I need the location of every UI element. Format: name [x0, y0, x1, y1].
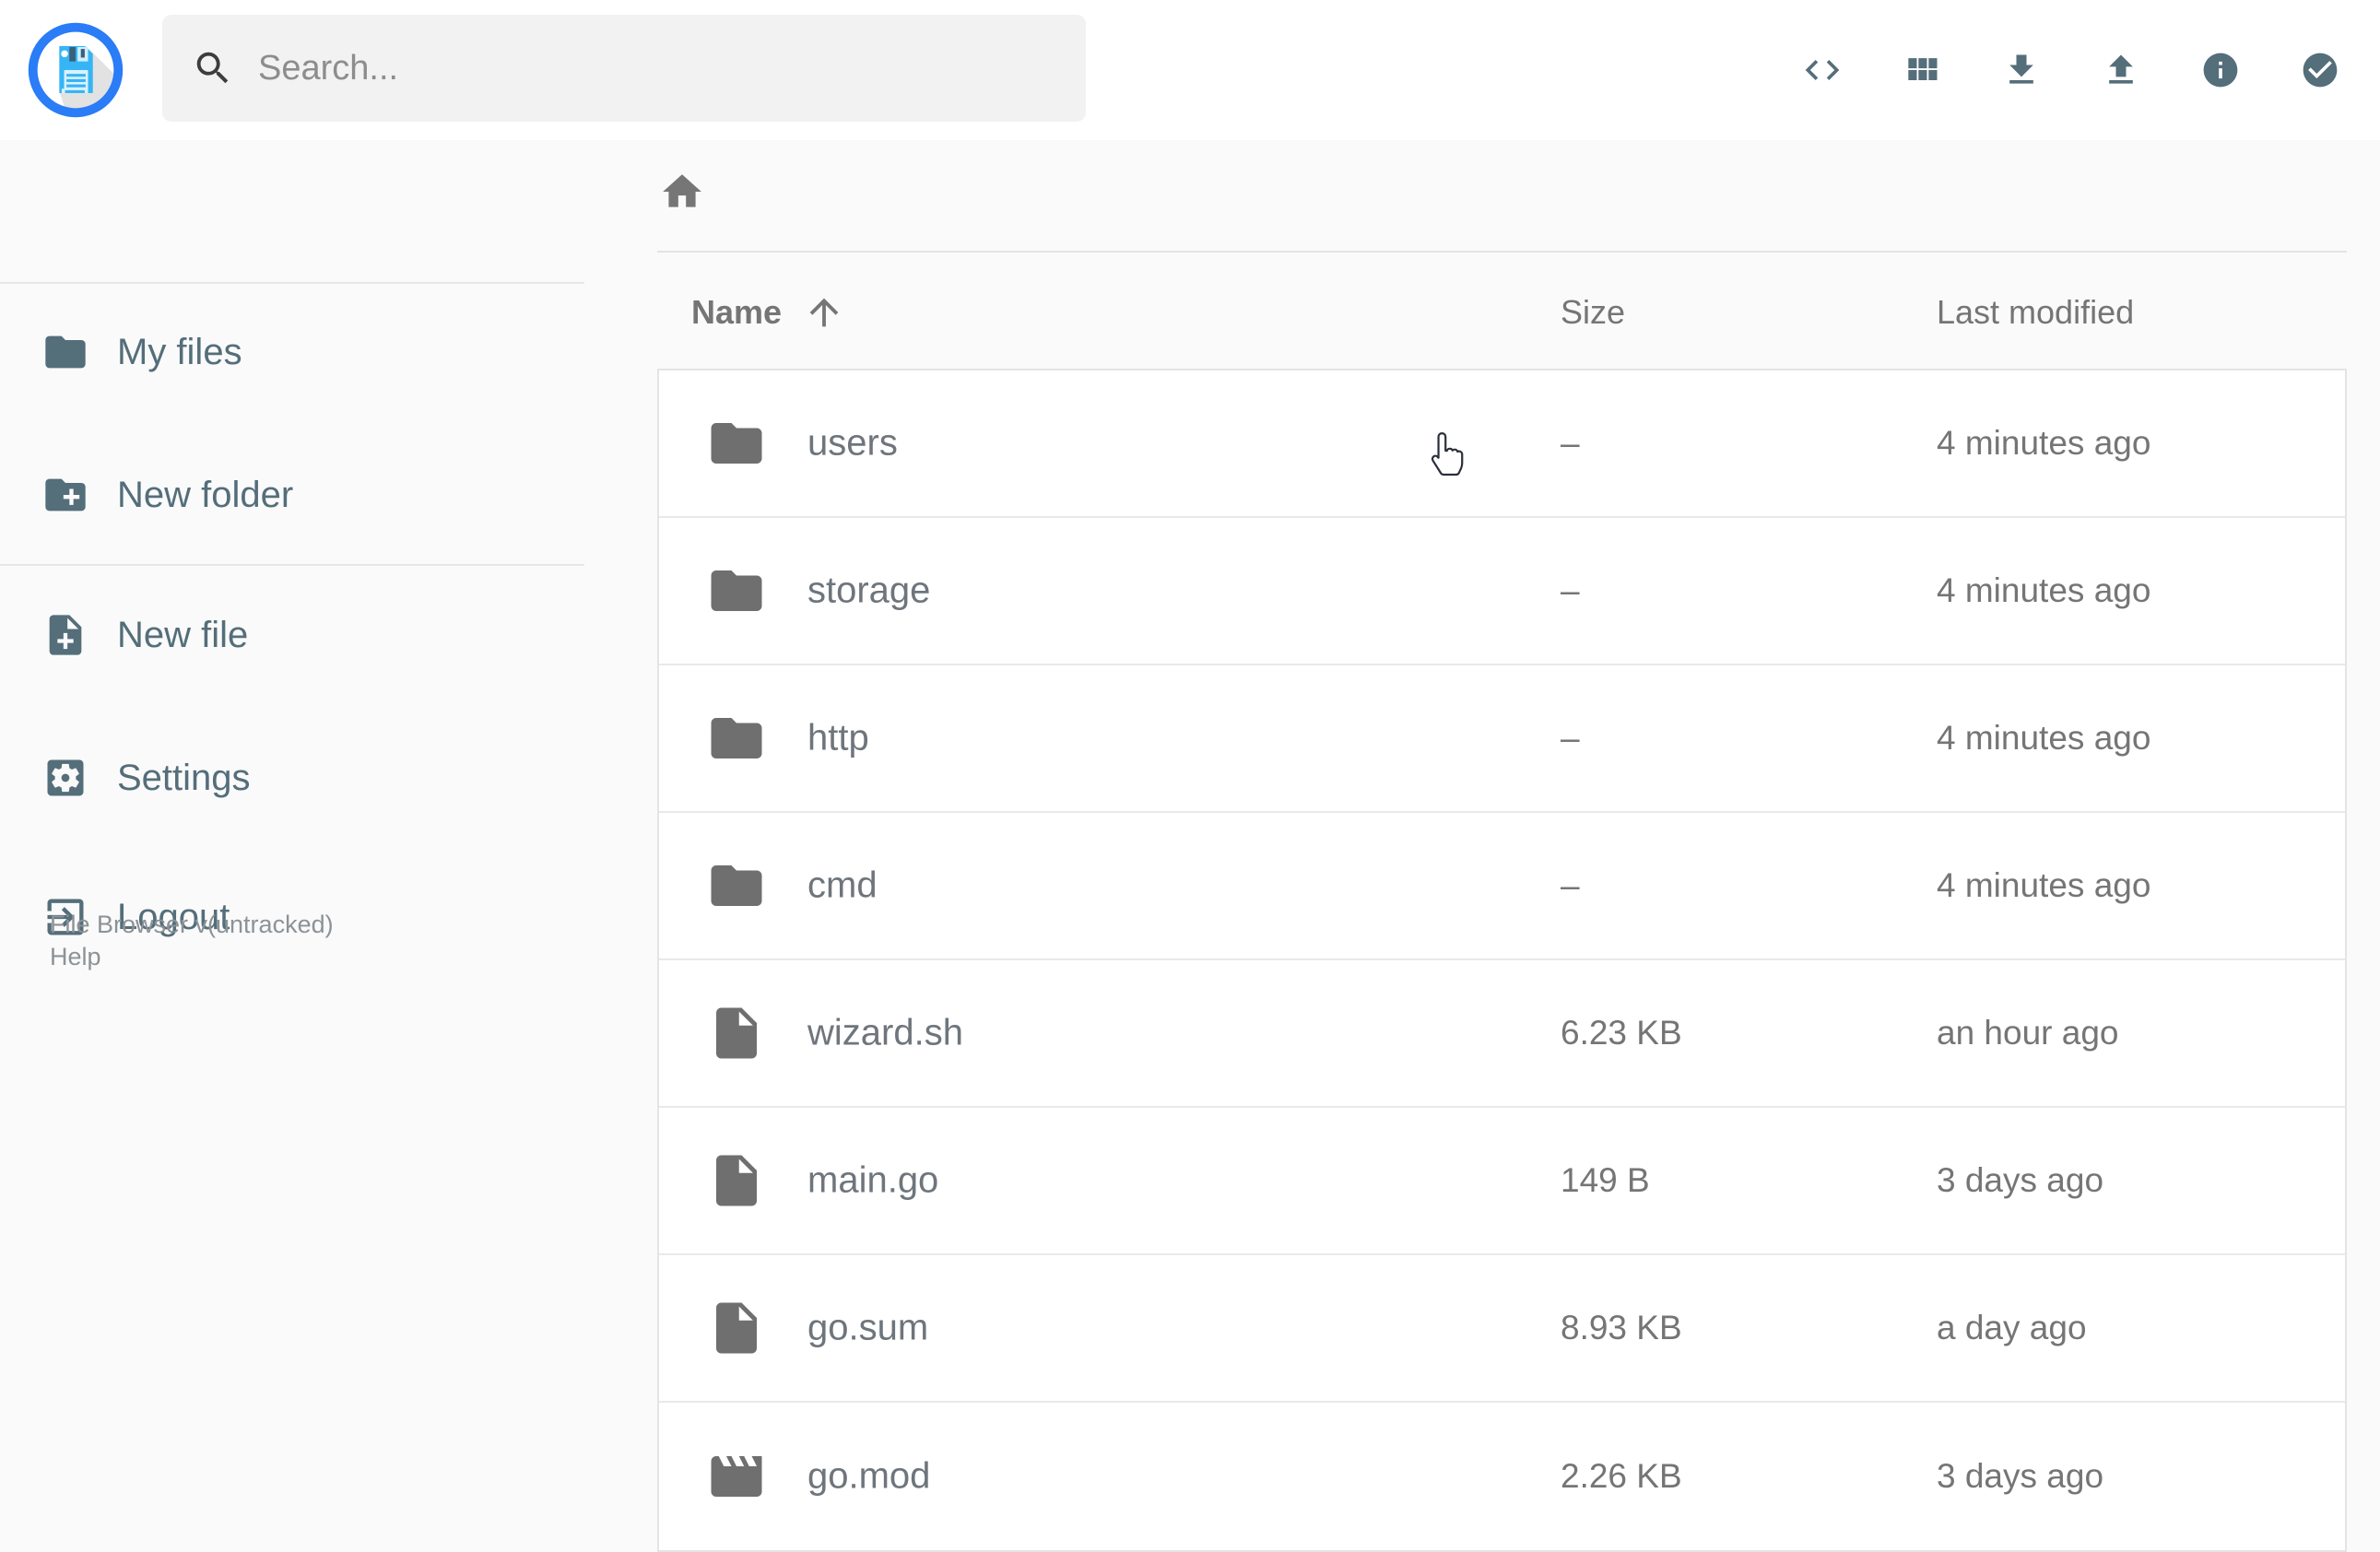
item-modified: an hour ago — [1937, 1014, 2119, 1052]
column-header-size[interactable]: Size — [1561, 293, 1626, 331]
item-size: – — [1561, 571, 1580, 609]
item-modified: 3 days ago — [1937, 1161, 2104, 1199]
item-modified: a day ago — [1937, 1309, 2087, 1346]
item-size: – — [1561, 424, 1580, 462]
sidebar-item-my-files[interactable]: My files — [0, 306, 584, 398]
download-icon — [2009, 54, 2033, 84]
item-name: users — [807, 422, 898, 464]
check-circle-icon — [2303, 53, 2338, 88]
file-row[interactable]: main.go 149 B 3 days ago — [659, 1108, 2345, 1255]
info-icon — [2203, 53, 2238, 88]
item-size: 6.23 KB — [1561, 1014, 1682, 1052]
upload-icon — [2109, 54, 2133, 84]
file-row[interactable]: go.mod 2.26 KB 3 days ago — [659, 1403, 2345, 1550]
sidebar-item-logout[interactable]: Logout — [0, 871, 584, 963]
code-icon — [1805, 60, 1840, 80]
file-list: users – 4 minutes ago storage – 4 minute… — [657, 369, 2347, 1552]
info-button[interactable] — [2200, 50, 2241, 90]
search-icon — [196, 52, 229, 84]
arrow-up-icon — [809, 298, 839, 327]
item-name: main.go — [807, 1159, 939, 1201]
item-name: go.sum — [807, 1307, 929, 1348]
movie-icon — [706, 1446, 767, 1507]
breadcrumb-divider — [657, 251, 2347, 253]
item-name: wizard.sh — [807, 1012, 963, 1053]
grid-view-icon — [1908, 58, 1938, 80]
floppy-disk-logo-icon — [28, 22, 124, 118]
folder-icon — [706, 560, 767, 621]
sidebar-divider — [0, 282, 584, 284]
search-input[interactable] — [258, 15, 1060, 122]
folder-icon — [706, 413, 767, 474]
file-row[interactable]: cmd – 4 minutes ago — [659, 813, 2345, 960]
sidebar-item-label: New file — [117, 614, 249, 655]
logout-icon — [47, 899, 84, 935]
app-logo[interactable] — [28, 22, 124, 118]
file-row[interactable]: users – 4 minutes ago — [659, 370, 2345, 518]
sidebar-item-label: New folder — [117, 474, 294, 515]
settings-icon — [47, 759, 84, 796]
item-size: 2.26 KB — [1561, 1457, 1682, 1495]
help-link[interactable]: Help — [50, 943, 101, 970]
file-row[interactable]: wizard.sh 6.23 KB an hour ago — [659, 960, 2345, 1108]
item-modified: 4 minutes ago — [1937, 424, 2151, 462]
new-file-icon — [49, 615, 82, 655]
select-multiple-button[interactable] — [2300, 50, 2340, 90]
sidebar-item-label: Settings — [117, 757, 251, 798]
app-version: File Browser v(untracked) — [50, 911, 334, 938]
upload-button[interactable] — [2101, 50, 2141, 90]
file-icon — [706, 1150, 767, 1211]
sidebar-item-label: My files — [117, 331, 242, 372]
grid-view-button[interactable] — [1902, 50, 1942, 90]
download-button[interactable] — [2001, 50, 2042, 90]
home-icon — [663, 174, 701, 207]
file-icon — [706, 1298, 767, 1358]
sidebar-item-settings[interactable]: Settings — [0, 732, 584, 824]
item-name: http — [807, 717, 869, 758]
listing-header: Name Size Last modified — [657, 268, 2347, 357]
sidebar-item-new-folder[interactable]: New folder — [0, 449, 584, 541]
breadcrumb-home-button[interactable] — [658, 169, 706, 217]
item-size: – — [1561, 866, 1580, 904]
item-name: go.mod — [807, 1455, 931, 1497]
header — [0, 0, 2380, 140]
main-content: Name Size Last modified users – 4 minute… — [0, 140, 2380, 1552]
sidebar-footer: File Browser v(untracked) Help — [50, 909, 334, 973]
folder-icon — [45, 335, 86, 369]
column-header-modified[interactable]: Last modified — [1937, 293, 2135, 331]
item-name: storage — [807, 570, 931, 611]
item-modified: 3 days ago — [1937, 1457, 2104, 1495]
file-row[interactable]: go.sum 8.93 KB a day ago — [659, 1255, 2345, 1403]
item-size: 8.93 KB — [1561, 1309, 1682, 1346]
folder-icon — [706, 855, 767, 916]
file-icon — [706, 1003, 767, 1064]
item-modified: 4 minutes ago — [1937, 719, 2151, 757]
new-folder-icon — [45, 478, 86, 511]
file-row[interactable]: storage – 4 minutes ago — [659, 518, 2345, 665]
sidebar-item-new-file[interactable]: New file — [0, 589, 584, 681]
sidebar-divider — [0, 564, 584, 566]
sidebar: My files New folder New file Settings Lo… — [0, 140, 584, 1530]
sidebar-item-label: Logout — [117, 896, 230, 937]
code-view-button[interactable] — [1802, 50, 1843, 90]
column-header-name[interactable]: Name — [691, 293, 783, 331]
file-row[interactable]: http – 4 minutes ago — [659, 665, 2345, 813]
item-name: cmd — [807, 864, 878, 906]
header-actions — [1802, 0, 2340, 140]
item-size: 149 B — [1561, 1161, 1650, 1199]
folder-icon — [706, 708, 767, 769]
sort-ascending-indicator[interactable] — [803, 291, 845, 334]
item-modified: 4 minutes ago — [1937, 571, 2151, 609]
item-size: – — [1561, 719, 1580, 757]
search-bar[interactable] — [162, 15, 1086, 122]
item-modified: 4 minutes ago — [1937, 866, 2151, 904]
